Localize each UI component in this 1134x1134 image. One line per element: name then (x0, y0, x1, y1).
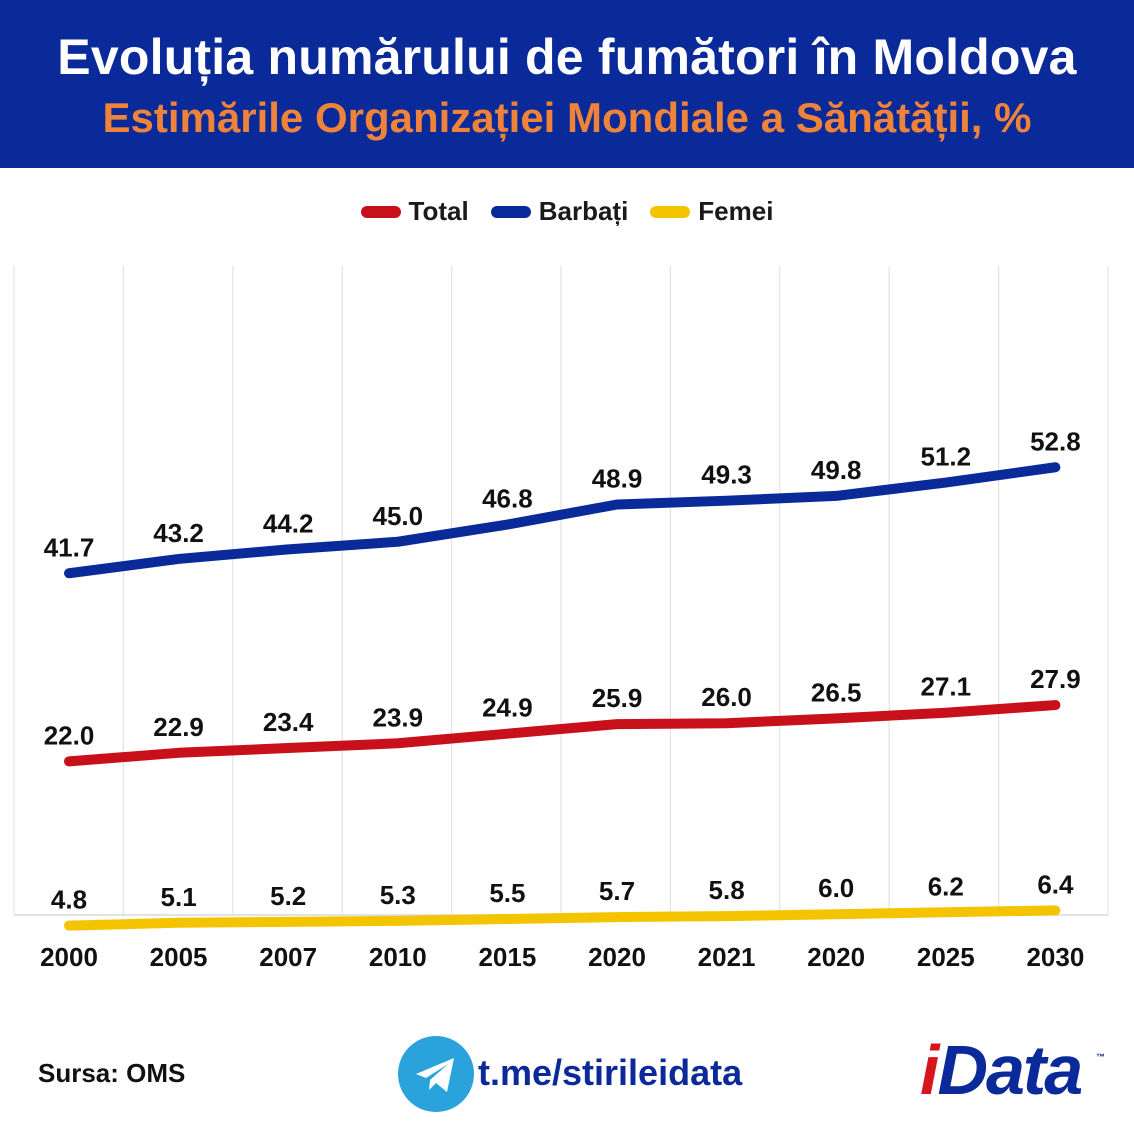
data-label: 4.8 (51, 885, 87, 915)
logo-word-data: Data (937, 1031, 1083, 1109)
x-tick-label: 2030 (1026, 942, 1084, 972)
data-label: 22.9 (153, 712, 204, 742)
data-label: 5.2 (270, 881, 306, 911)
chart-subtitle: Estimările Organizației Mondiale a Sănăt… (102, 94, 1032, 141)
legend-label-barbati: Barbați (538, 196, 629, 226)
data-label: 22.0 (44, 720, 95, 750)
legend-swatch-femei (650, 205, 691, 218)
series-line-total (64, 700, 1061, 767)
chart-lines (64, 462, 1061, 931)
series-line-barbați (64, 462, 1061, 579)
data-label: 46.8 (482, 484, 533, 514)
data-label: 43.2 (153, 518, 204, 548)
data-label: 5.7 (599, 876, 635, 906)
data-label: 26.0 (701, 682, 752, 712)
chart-data-labels: 22.0 22.9 23.4 23.9 24.9 25.9 26.0 26.5 27.1 27.9… (44, 426, 1081, 914)
data-label: 41.7 (44, 532, 95, 562)
x-tick-label: 2005 (150, 942, 208, 972)
data-label: 25.9 (592, 683, 643, 713)
legend-label-total: Total (408, 196, 469, 226)
data-label: 49.8 (811, 455, 862, 485)
x-tick-label: 2025 (917, 942, 975, 972)
data-label: 6.4 (1037, 869, 1074, 899)
x-tick-label: 2010 (369, 942, 427, 972)
x-axis-tick-labels: 2000 2005 2007 2010 2015 2020 2021 2020 2025 2030 (40, 942, 1084, 972)
x-tick-label: 2015 (478, 942, 536, 972)
data-label: 23.9 (372, 702, 423, 732)
legend-label-femei: Femei (698, 196, 774, 226)
data-label: 5.3 (380, 880, 416, 910)
chart-title: Evoluția numărului de fumători în Moldov… (57, 29, 1077, 85)
legend-swatch-total (360, 205, 401, 218)
data-label: 5.1 (161, 882, 197, 912)
data-label: 26.5 (811, 677, 862, 707)
series-line-femei (64, 905, 1061, 931)
idata-logo: iData (920, 1030, 1083, 1110)
data-label: 51.2 (920, 442, 971, 472)
logo-letter-i: i (920, 1031, 940, 1109)
data-label: 44.2 (263, 508, 314, 538)
chart-header: Evoluția numărului de fumători în Moldov… (0, 0, 1134, 168)
data-label: 52.8 (1030, 426, 1081, 456)
data-label: 27.1 (920, 672, 971, 702)
data-label: 6.2 (928, 871, 964, 901)
x-tick-label: 2020 (807, 942, 865, 972)
data-label: 48.9 (592, 464, 643, 494)
x-tick-label: 2020 (588, 942, 646, 972)
data-label: 6.0 (818, 873, 854, 903)
legend-item-femei: Femei (650, 196, 773, 227)
source-note: Sursa: OMS (38, 1058, 186, 1088)
legend-item-barbati: Barbați (490, 196, 629, 227)
chart-grid (13, 266, 1109, 916)
logo-trademark: ™ (1096, 1052, 1105, 1062)
x-tick-label: 2007 (259, 942, 317, 972)
data-label: 5.5 (489, 878, 525, 908)
data-label: 24.9 (482, 693, 533, 723)
legend-swatch-barbati (490, 205, 531, 218)
telegram-link[interactable]: t.me/stirileidata (478, 1052, 743, 1093)
x-tick-label: 2021 (698, 942, 756, 972)
line-chart: 22.0 22.9 23.4 23.9 24.9 25.9 26.0 26.5 27.1 27.9… (13, 266, 1109, 972)
chart-legend: Total Barbați Femei (0, 196, 1134, 227)
legend-item-total: Total (360, 196, 469, 227)
x-tick-label: 2000 (40, 942, 98, 972)
telegram-icon[interactable] (398, 1036, 474, 1112)
data-label: 23.4 (263, 707, 314, 737)
data-label: 5.8 (709, 875, 745, 905)
data-label: 45.0 (372, 501, 423, 531)
data-label: 49.3 (701, 460, 752, 490)
data-label: 27.9 (1030, 664, 1081, 694)
